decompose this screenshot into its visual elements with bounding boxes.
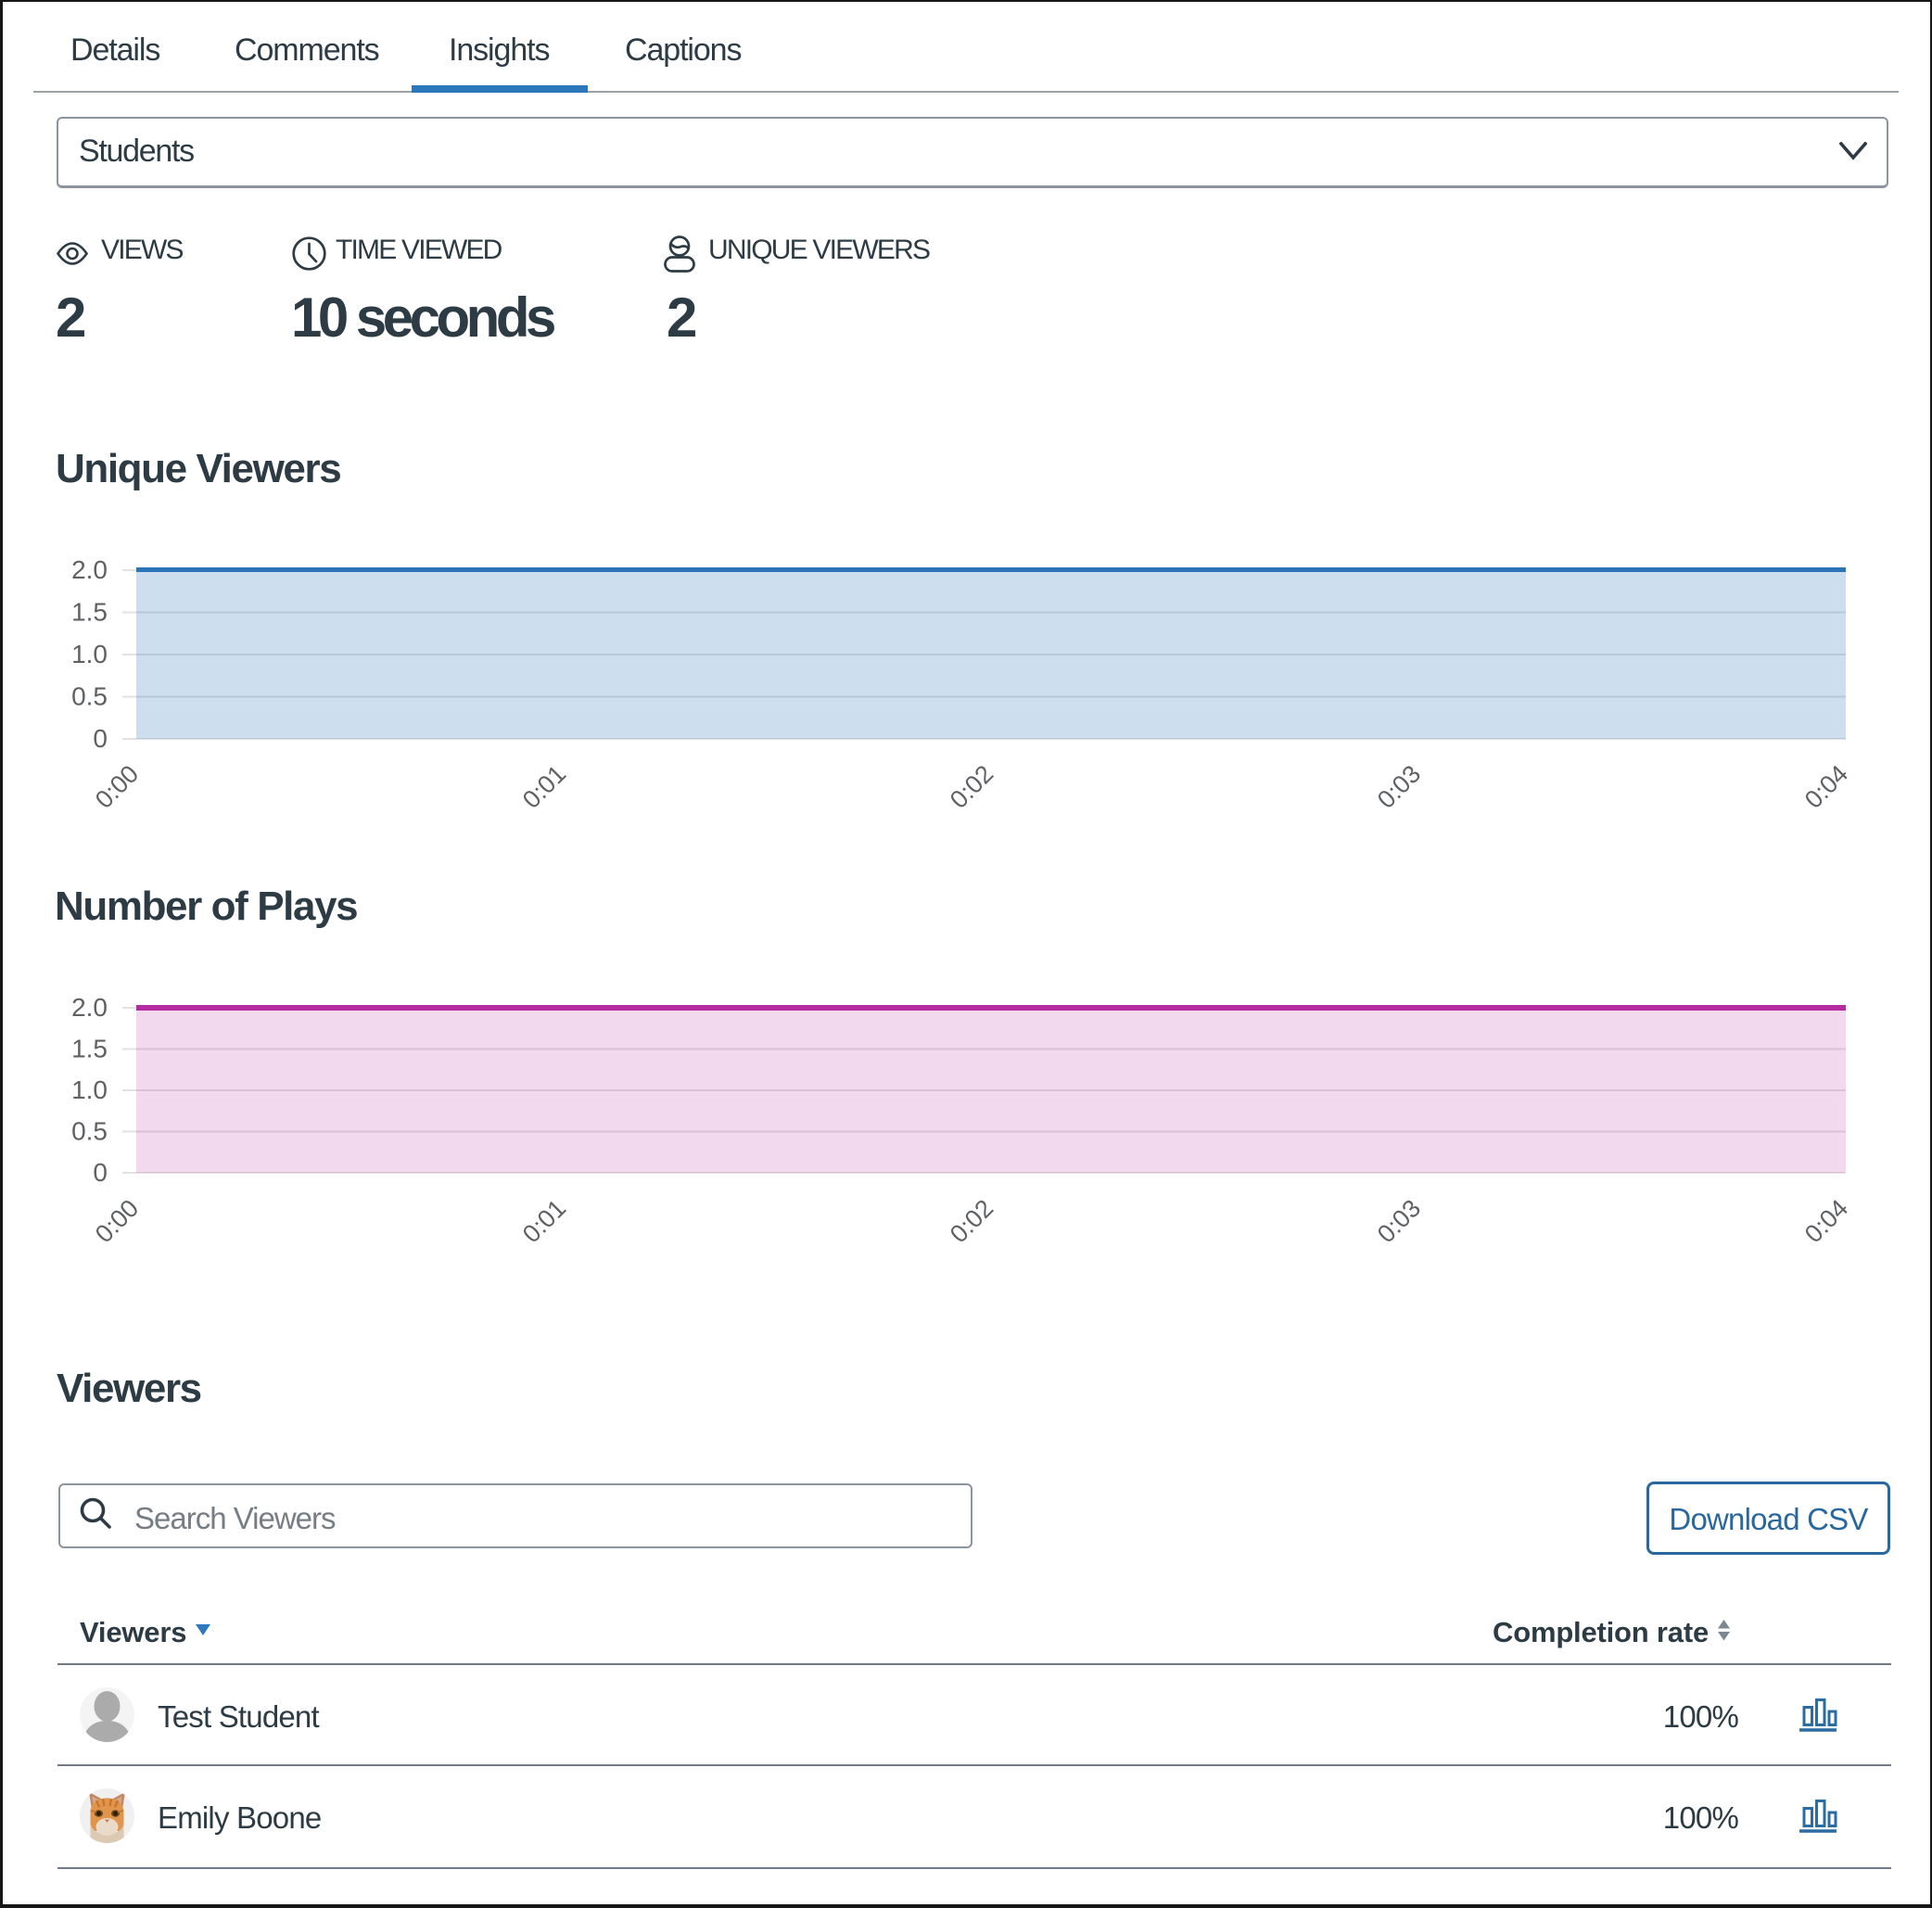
svg-text:1.0: 1.0 [71, 1075, 108, 1104]
svg-text:0:03: 0:03 [1372, 760, 1426, 814]
svg-text:0:04: 0:04 [1799, 760, 1853, 814]
svg-text:0:00: 0:00 [90, 1194, 144, 1248]
svg-text:0.5: 0.5 [71, 1117, 108, 1146]
svg-text:0.5: 0.5 [71, 682, 108, 711]
svg-text:0: 0 [93, 724, 108, 753]
svg-text:2.0: 2.0 [71, 993, 108, 1022]
svg-text:0: 0 [93, 1158, 108, 1187]
svg-text:1.5: 1.5 [71, 1035, 108, 1063]
svg-text:0:01: 0:01 [517, 1194, 571, 1248]
svg-text:0:04: 0:04 [1799, 1194, 1853, 1248]
svg-text:0:00: 0:00 [90, 760, 144, 814]
svg-text:0:02: 0:02 [945, 1194, 998, 1248]
svg-text:0:02: 0:02 [945, 760, 998, 814]
svg-text:0:03: 0:03 [1372, 1194, 1426, 1248]
svg-text:2.0: 2.0 [71, 555, 108, 584]
svg-text:1.5: 1.5 [71, 598, 108, 627]
svg-text:1.0: 1.0 [71, 640, 108, 668]
svg-text:0:01: 0:01 [517, 760, 571, 814]
